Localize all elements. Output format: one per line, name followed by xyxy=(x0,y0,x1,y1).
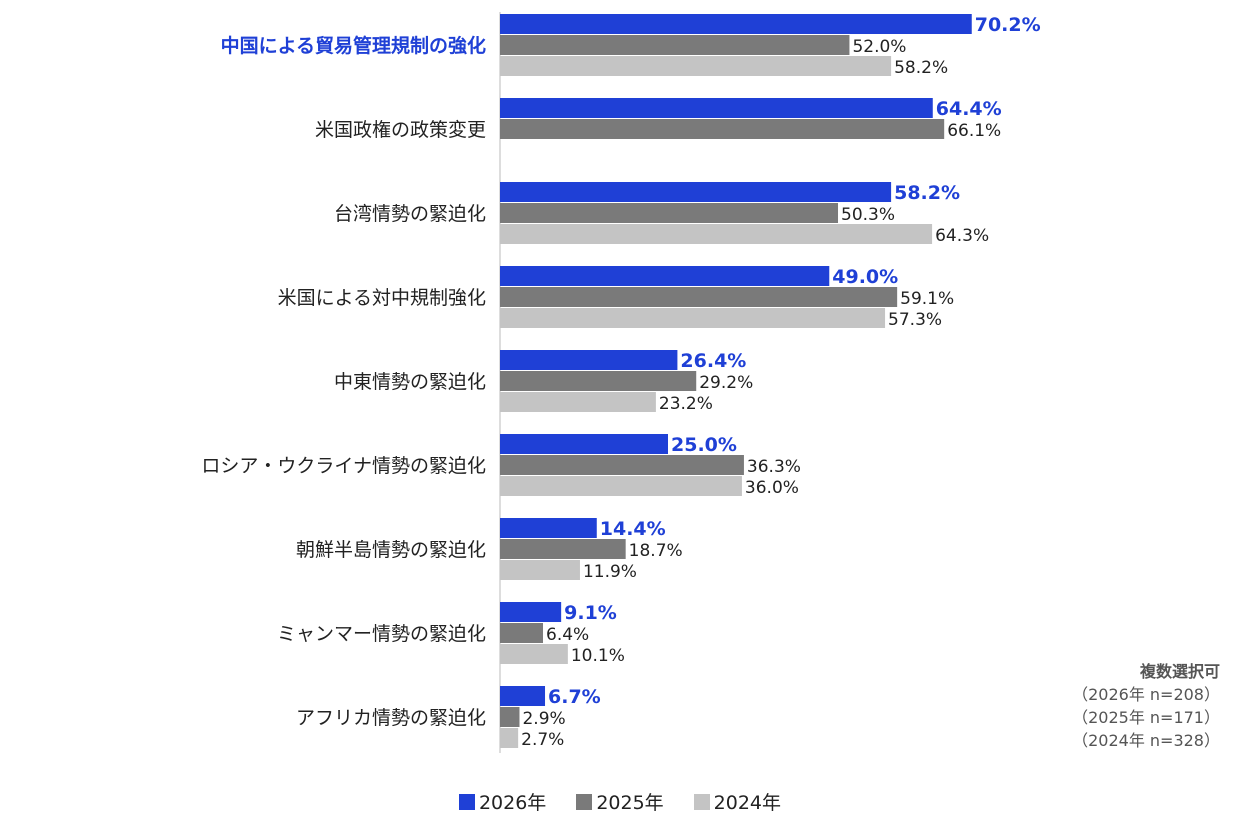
category-label: 朝鮮半島情勢の緊迫化 xyxy=(296,539,486,561)
data-label: 26.4% xyxy=(680,350,746,372)
bar xyxy=(500,56,892,76)
category-label: 米国政権の政策変更 xyxy=(315,119,486,141)
legend-label-2026: 2026年 xyxy=(478,792,547,814)
bar xyxy=(500,518,597,538)
bar xyxy=(500,392,656,412)
bar xyxy=(500,602,562,622)
data-label: 6.7% xyxy=(548,686,601,708)
sample-note: 複数選択可 （2026年 n=208） （2025年 n=171） （2024年… xyxy=(1072,660,1220,752)
data-label: 23.2% xyxy=(659,394,713,414)
data-label: 49.0% xyxy=(832,266,898,288)
bar xyxy=(500,182,892,202)
data-label: 25.0% xyxy=(671,434,737,456)
bar xyxy=(500,308,886,328)
category-label: ミャンマー情勢の緊迫化 xyxy=(277,623,486,645)
note-line: （2025年 n=171） xyxy=(1072,708,1220,727)
category-label: 中国による貿易管理規制の強化 xyxy=(221,34,486,57)
data-label: 2.9% xyxy=(522,709,565,729)
data-label: 2.7% xyxy=(521,730,564,750)
bar xyxy=(500,707,520,727)
bar xyxy=(500,266,830,286)
legend-swatch-2025 xyxy=(576,793,593,810)
data-label: 11.9% xyxy=(583,562,637,582)
bar xyxy=(500,476,742,496)
bar xyxy=(500,98,933,118)
legend-swatch-2026 xyxy=(458,793,475,810)
bar xyxy=(500,350,678,370)
data-label: 58.2% xyxy=(894,58,948,78)
bar xyxy=(500,623,544,643)
bar xyxy=(500,224,933,244)
note-title: 複数選択可 xyxy=(1139,662,1220,681)
data-label: 14.4% xyxy=(600,518,666,540)
bar xyxy=(500,644,568,664)
bar xyxy=(500,119,945,139)
note-line: （2026年 n=208） xyxy=(1072,685,1220,704)
data-label: 29.2% xyxy=(699,373,753,393)
data-label: 64.3% xyxy=(935,226,989,246)
category-label: アフリカ情勢の緊迫化 xyxy=(296,707,486,729)
data-label: 9.1% xyxy=(564,602,617,624)
note-line: （2024年 n=328） xyxy=(1072,731,1220,750)
data-label: 64.4% xyxy=(936,98,1002,120)
data-label: 70.2% xyxy=(975,14,1041,36)
bar xyxy=(500,35,850,55)
legend-item-2025: 2025年 xyxy=(576,788,664,815)
category-label: 米国による対中規制強化 xyxy=(278,287,486,309)
legend-swatch-2024 xyxy=(693,793,710,810)
legend-label-2024: 2024年 xyxy=(713,792,782,814)
data-label: 6.4% xyxy=(546,625,589,645)
bar xyxy=(500,203,839,223)
data-label: 52.0% xyxy=(852,37,906,57)
data-label: 66.1% xyxy=(947,121,1001,141)
legend-item-2024: 2024年 xyxy=(693,788,782,815)
data-label: 59.1% xyxy=(900,289,954,309)
bar xyxy=(500,434,668,454)
bar xyxy=(500,455,744,475)
data-label: 57.3% xyxy=(888,310,942,330)
legend-label-2025: 2025年 xyxy=(596,792,664,814)
data-label: 36.0% xyxy=(745,478,799,498)
bar xyxy=(500,371,697,391)
category-label: 台湾情勢の緊迫化 xyxy=(334,203,486,225)
bar xyxy=(500,560,580,580)
data-label: 36.3% xyxy=(747,457,801,477)
data-label: 10.1% xyxy=(571,646,625,666)
chart-legend: 2026年 2025年 2024年 xyxy=(0,788,1240,815)
bar xyxy=(500,14,972,34)
legend-item-2026: 2026年 xyxy=(458,788,547,815)
bar xyxy=(500,728,519,748)
bar xyxy=(500,539,626,559)
data-label: 18.7% xyxy=(629,541,683,561)
category-label: 中東情勢の緊迫化 xyxy=(334,371,486,393)
bar xyxy=(500,287,898,307)
data-label: 58.2% xyxy=(894,182,960,204)
bar xyxy=(500,686,546,706)
data-label: 50.3% xyxy=(841,205,895,225)
category-label: ロシア・ウクライナ情勢の緊迫化 xyxy=(201,455,486,477)
